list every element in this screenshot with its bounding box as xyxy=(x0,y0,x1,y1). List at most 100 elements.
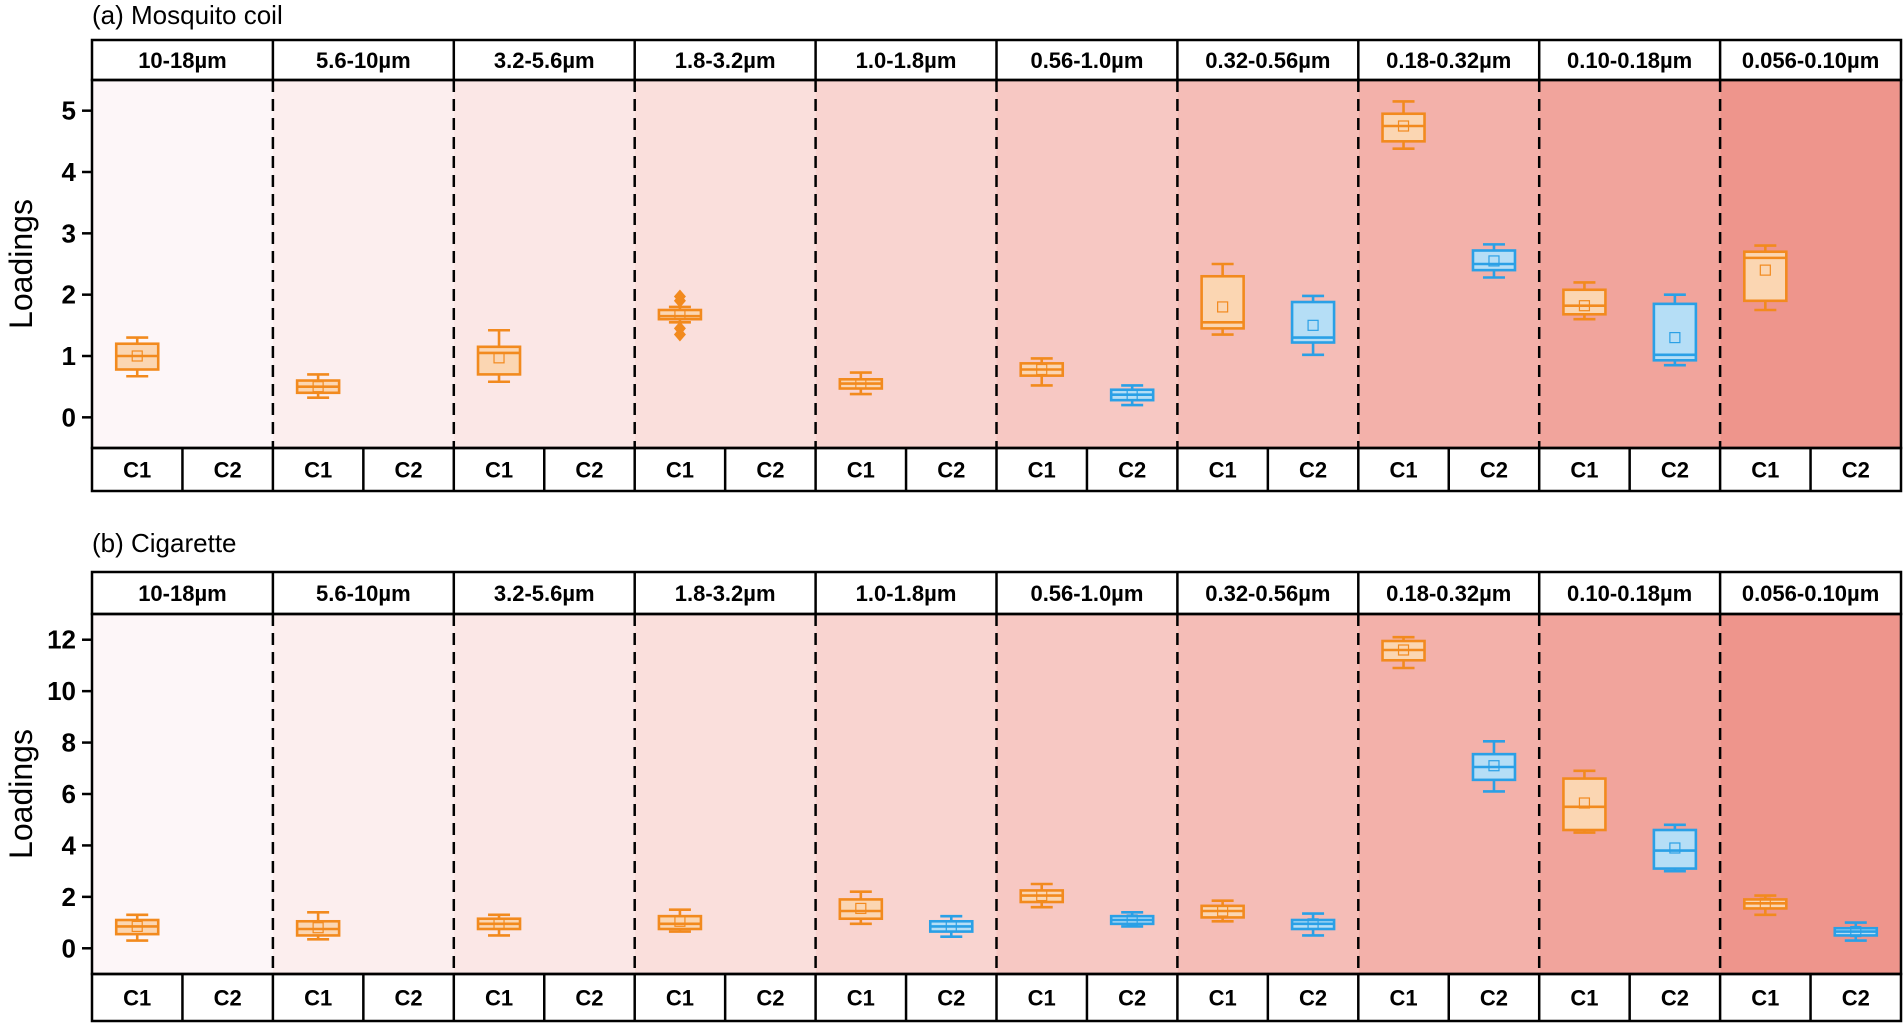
strip-label: 1.0-1.8µm xyxy=(856,48,957,73)
mean-marker xyxy=(131,920,143,933)
size-band xyxy=(634,80,816,448)
size-band xyxy=(453,614,635,974)
component-label: C1 xyxy=(1028,986,1056,1011)
component-label: C2 xyxy=(756,458,784,483)
box-C2 xyxy=(1109,384,1155,407)
component-label: C2 xyxy=(1299,458,1327,483)
mean-marker xyxy=(1036,363,1048,376)
strip-label: 10-18µm xyxy=(138,48,227,73)
component-label: C1 xyxy=(1751,458,1779,483)
size-band xyxy=(92,614,273,974)
box-C2 xyxy=(1109,910,1155,928)
box-C1 xyxy=(1019,357,1065,387)
component-label: C2 xyxy=(214,986,242,1011)
mean-marker xyxy=(674,309,686,321)
box-C2 xyxy=(1471,243,1517,279)
mean-marker xyxy=(1759,264,1771,276)
strip-label: 5.6-10µm xyxy=(316,581,411,606)
y-tick-label: 6 xyxy=(62,779,76,809)
component-label: C2 xyxy=(1842,458,1870,483)
component-label: C1 xyxy=(1570,986,1598,1011)
box-C2 xyxy=(1652,293,1698,367)
box-C1 xyxy=(657,908,703,933)
size-band xyxy=(92,80,273,448)
y-tick-label: 8 xyxy=(62,728,76,758)
strip-label: 3.2-5.6µm xyxy=(494,48,595,73)
plot-frame xyxy=(90,78,1903,450)
component-label: C1 xyxy=(123,986,151,1011)
box-C2 xyxy=(1471,739,1517,793)
component-label: C2 xyxy=(575,986,603,1011)
component-label: C1 xyxy=(1570,458,1598,483)
mean-marker xyxy=(493,352,505,364)
size-band xyxy=(1177,80,1359,448)
y-tick-label: 10 xyxy=(47,676,76,706)
component-label: C1 xyxy=(1209,458,1237,483)
outlier-marker xyxy=(673,289,686,304)
box-iqr xyxy=(1381,112,1426,143)
strip-label: 0.32-0.56µm xyxy=(1205,48,1330,73)
mean-marker xyxy=(493,918,505,930)
mean-marker xyxy=(312,381,324,393)
component-label: C2 xyxy=(395,986,423,1011)
mean-marker xyxy=(312,922,324,934)
box-C2 xyxy=(1833,921,1879,942)
component-label: C1 xyxy=(485,986,513,1011)
mean-marker xyxy=(1397,120,1410,132)
size-band xyxy=(815,80,997,448)
box-C1 xyxy=(1743,244,1788,312)
component-label: C2 xyxy=(1661,458,1689,483)
y-tick-label: 3 xyxy=(62,218,76,248)
strip-label: 0.56-1.0µm xyxy=(1030,581,1143,606)
strip-label: 0.10-0.18µm xyxy=(1567,581,1692,606)
size-band xyxy=(1539,80,1721,448)
component-label: C2 xyxy=(1299,986,1327,1011)
mean-marker xyxy=(674,915,686,927)
component-label: C2 xyxy=(937,986,965,1011)
box-C1 xyxy=(1381,100,1426,150)
component-label: C2 xyxy=(937,458,965,483)
mean-marker xyxy=(1036,889,1048,902)
strip-label: 5.6-10µm xyxy=(316,48,411,73)
y-axis-label: Loadings xyxy=(3,729,39,859)
mean-marker xyxy=(1488,255,1500,267)
component-label: C1 xyxy=(1389,458,1417,483)
y-tick-label: 5 xyxy=(62,96,76,126)
mean-marker xyxy=(131,350,143,362)
outlier-marker xyxy=(673,321,686,336)
strip-label: 0.32-0.56µm xyxy=(1205,581,1330,606)
box-C1 xyxy=(838,890,884,926)
strip-label: 0.56-1.0µm xyxy=(1030,48,1143,73)
panel-b: (b) Cigarette 10-18µm 5.6-10µm 3.2-5.6µm 1.8… xyxy=(3,528,1903,1023)
mean-marker xyxy=(855,902,867,915)
box-C2 xyxy=(928,914,974,939)
component-label: C1 xyxy=(1209,986,1237,1011)
box-C1 xyxy=(1019,882,1065,909)
component-label: C1 xyxy=(304,458,332,483)
component-label: C2 xyxy=(756,986,784,1011)
y-tick-label: 2 xyxy=(62,882,76,912)
component-label: C1 xyxy=(123,458,151,483)
component-label: C2 xyxy=(1480,458,1508,483)
size-band xyxy=(1358,614,1540,974)
strip-label: 1.8-3.2µm xyxy=(675,48,776,73)
component-label: C1 xyxy=(666,458,694,483)
y-tick-label: 4 xyxy=(62,830,77,860)
box-C1 xyxy=(1562,281,1607,321)
panel-title: (b) Cigarette xyxy=(92,528,237,558)
y-tick-label: 1 xyxy=(62,341,76,371)
mean-marker xyxy=(855,378,867,390)
component-label: C2 xyxy=(1661,986,1689,1011)
mean-marker xyxy=(945,920,957,933)
y-tick-label: 4 xyxy=(62,157,77,187)
box-iqr xyxy=(1290,300,1336,344)
strip-label: 0.10-0.18µm xyxy=(1567,48,1692,73)
box-C1 xyxy=(838,371,884,396)
box-C2 xyxy=(1290,912,1336,937)
component-label: C1 xyxy=(847,458,875,483)
box-C1 xyxy=(1562,769,1607,834)
component-label: C2 xyxy=(214,458,242,483)
mean-marker xyxy=(1850,925,1862,938)
component-label: C1 xyxy=(485,458,513,483)
mean-marker xyxy=(1759,897,1771,909)
